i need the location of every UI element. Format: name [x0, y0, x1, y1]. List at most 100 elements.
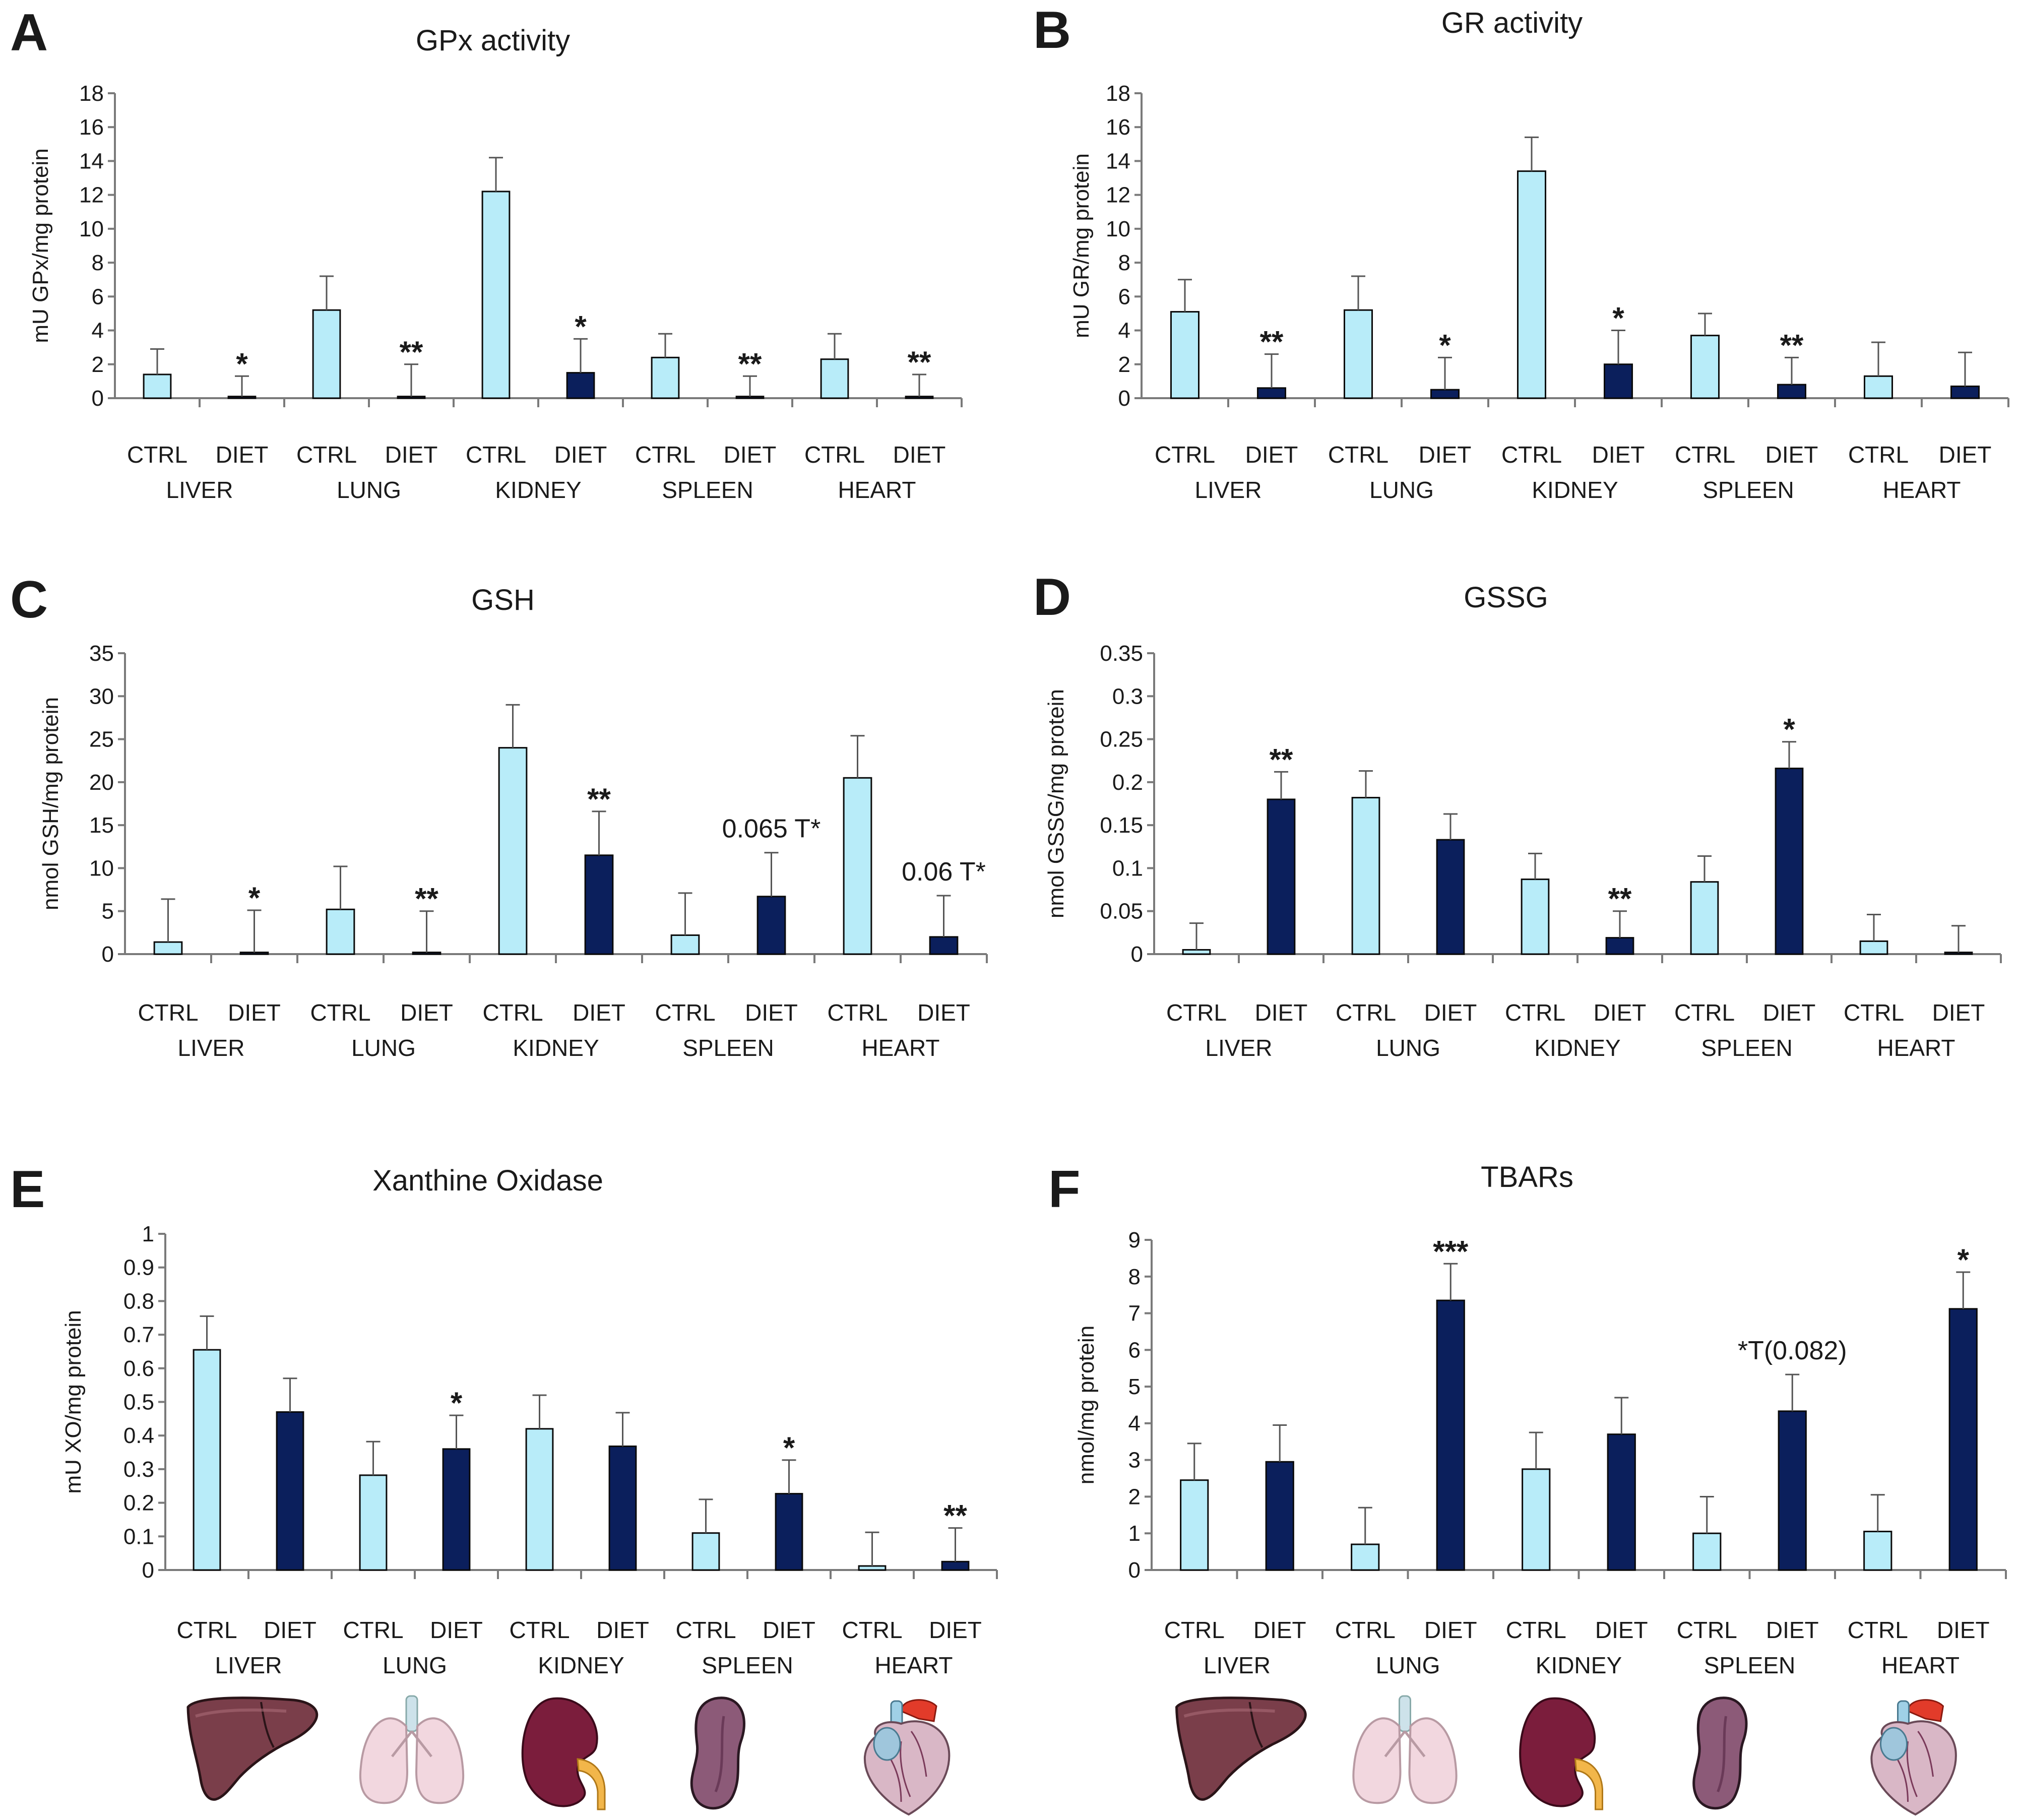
organ-label: LIVER [215, 1652, 282, 1678]
bar-diet-lung [397, 396, 426, 399]
group-label: DIET [400, 999, 453, 1026]
y-tick-label: 8 [1118, 250, 1130, 275]
group-label: DIET [1939, 442, 1992, 468]
y-tick-label: 0.1 [123, 1524, 154, 1549]
group-label: DIET [1419, 442, 1472, 468]
bar-ctrl-spleen [1690, 335, 1720, 399]
panel-e: E Xanthine Oxidase mU XO/mg protein 0 0.1 0.2… [10, 1160, 998, 1678]
organ-label: LUNG [1376, 1652, 1440, 1678]
bar-ctrl-liver [143, 373, 172, 399]
significance-marker: ** [400, 335, 423, 369]
bar-diet-heart [1948, 1308, 1978, 1571]
panel-d: D GSSG nmol GSSG/mg protein 0 0.05 0.1 0.15 0.2… [1033, 568, 2002, 1061]
bar-diet-liver [1267, 798, 1296, 955]
significance-marker: * [1439, 328, 1451, 362]
group-label: DIET [228, 999, 281, 1026]
group-label: DIET [1937, 1617, 1990, 1643]
group-label: CTRL [1166, 999, 1227, 1026]
y-tick-label: 0 [102, 942, 114, 967]
group-label: DIET [1763, 999, 1816, 1026]
group-label: CTRL [343, 1617, 403, 1643]
y-axis-label: nmol/mg protein [1074, 1326, 1099, 1484]
panel-letter: C [10, 571, 48, 629]
group-label: CTRL [1848, 1617, 1908, 1643]
y-tick-label: 0.35 [1100, 641, 1143, 666]
y-tick-label: 14 [79, 149, 104, 173]
bar-diet-kidney [608, 1446, 637, 1571]
organ-label: SPLEEN [1702, 477, 1794, 503]
bar-ctrl-spleen [651, 356, 680, 399]
panel-letter: B [1033, 1, 1071, 59]
bar-ctrl-heart [1863, 375, 1893, 399]
y-tick-label: 14 [1106, 149, 1130, 173]
bar-ctrl-spleen [1690, 881, 1719, 955]
y-tick-label: 10 [89, 856, 114, 881]
bar-ctrl-spleen [691, 1532, 720, 1571]
significance-marker: * [248, 881, 261, 915]
group-label: CTRL [1844, 999, 1904, 1026]
bar-diet-liver [1256, 387, 1287, 399]
significance-marker: * [1783, 713, 1795, 746]
group-label: CTRL [1328, 442, 1388, 468]
bar-diet-heart [941, 1560, 970, 1571]
group-label: CTRL [127, 442, 187, 468]
panel-letter: D [1033, 568, 1071, 626]
bar-ctrl-heart [858, 1565, 887, 1571]
bar-diet-heart [1944, 952, 1973, 955]
bar-diet-liver [227, 396, 257, 399]
significance-marker: ** [943, 1499, 967, 1533]
bar-diet-kidney [584, 854, 614, 955]
bar-ctrl-lung [326, 908, 355, 955]
y-axis-label: nmol GSH/mg protein [38, 697, 63, 910]
organ-label: LIVER [166, 477, 233, 503]
group-label: CTRL [1675, 442, 1735, 468]
significance-marker: * [783, 1431, 795, 1465]
y-tick-label: 1 [1128, 1521, 1141, 1546]
y-tick-label: 15 [89, 813, 114, 838]
bar-diet-liver [276, 1411, 304, 1571]
group-label: CTRL [176, 1617, 237, 1643]
group-label: DIET [1592, 442, 1645, 468]
group-label: DIET [917, 999, 970, 1026]
bar-diet-lung [412, 952, 441, 955]
organ-label: LIVER [1195, 477, 1262, 503]
group-label: DIET [745, 999, 798, 1026]
significance-marker: * [575, 309, 587, 343]
y-tick-label: 2 [1128, 1484, 1141, 1509]
significance-marker: ** [1780, 328, 1804, 362]
y-axis-label: mU GR/mg protein [1069, 153, 1094, 338]
y-tick-label: 0.5 [123, 1390, 154, 1415]
bar-diet-kidney [566, 372, 595, 399]
organ-label: LIVER [1206, 1035, 1273, 1061]
panel-letter: E [10, 1160, 45, 1219]
y-axis-label: mU GPx/mg protein [28, 148, 53, 343]
group-label: DIET [1424, 1617, 1477, 1643]
y-tick-label: 0.6 [123, 1356, 154, 1381]
bar-ctrl-kidney [1521, 878, 1550, 955]
organ-label: KIDNEY [513, 1035, 599, 1061]
bar-diet-spleen [735, 396, 765, 399]
bar-diet-heart [905, 396, 934, 399]
organ-label: SPLEEN [682, 1035, 774, 1061]
organ-label: HEART [838, 477, 916, 503]
bar-ctrl-liver [193, 1349, 221, 1571]
y-tick-label: 0.3 [1112, 684, 1143, 709]
y-tick-label: 35 [89, 641, 114, 666]
organ-label: HEART [1877, 1035, 1955, 1061]
bar-diet-kidney [1607, 1433, 1636, 1571]
organ-label: SPLEEN [1701, 1035, 1793, 1061]
y-tick-label: 12 [79, 183, 104, 208]
group-label: CTRL [675, 1617, 736, 1643]
bar-diet-heart [1950, 385, 1980, 399]
spleen-icon [691, 1698, 744, 1808]
group-label: CTRL [1848, 442, 1909, 468]
group-label: DIET [385, 442, 438, 468]
y-tick-label: 18 [1106, 81, 1130, 106]
y-tick-label: 0.15 [1100, 813, 1143, 838]
group-label: DIET [554, 442, 607, 468]
group-label: DIET [1245, 442, 1298, 468]
bar-ctrl-heart [843, 777, 872, 955]
bar-ctrl-kidney [1517, 170, 1547, 399]
y-tick-label: 0 [142, 1558, 154, 1583]
significance-marker: ** [1260, 325, 1284, 359]
